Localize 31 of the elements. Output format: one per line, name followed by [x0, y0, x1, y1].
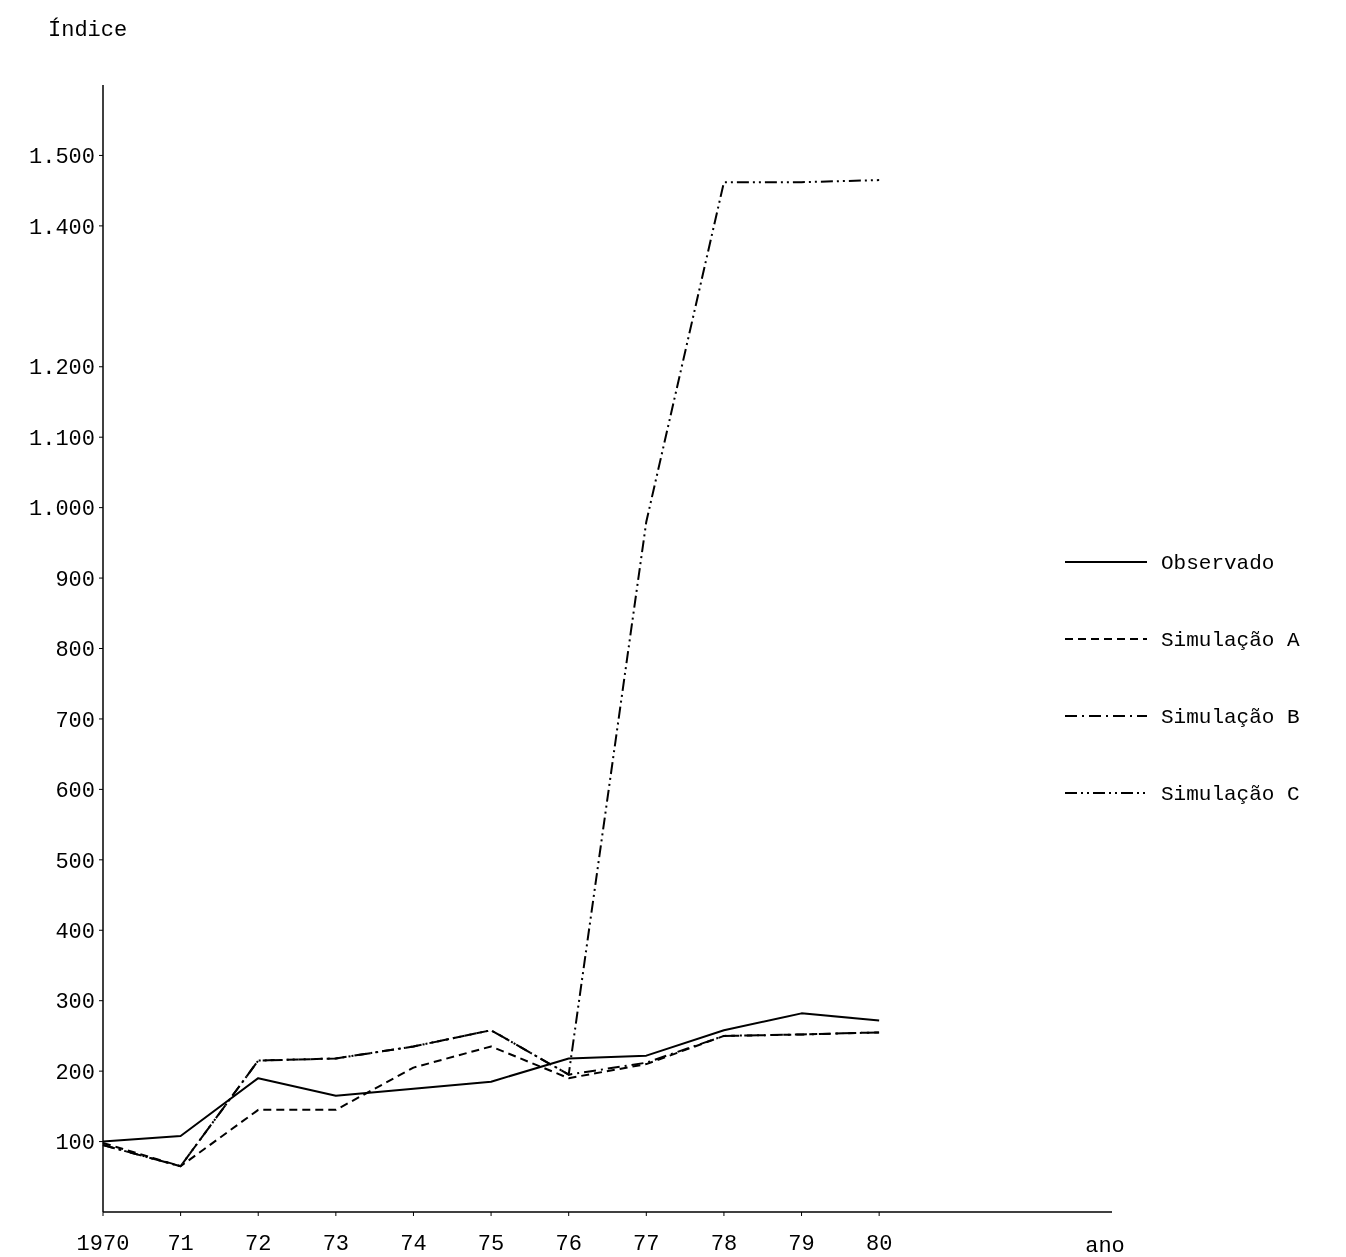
x-tick-label: 72 — [245, 1232, 272, 1257]
x-tick-label: 1970 — [76, 1232, 130, 1257]
x-tick-label: 79 — [788, 1232, 815, 1257]
x-tick-label: 78 — [710, 1232, 738, 1257]
y-tick-label: 100 — [55, 1131, 95, 1157]
legend-label: Observado — [1161, 552, 1275, 576]
x-tick-label: 75 — [477, 1232, 505, 1257]
y-tick-label: 700 — [55, 708, 95, 734]
y-tick-label: 400 — [55, 919, 95, 945]
y-tick-label: 500 — [55, 849, 95, 875]
x-tick-label: 74 — [400, 1232, 427, 1257]
y-tick-label: 300 — [55, 990, 95, 1016]
y-tick-label: 800 — [55, 638, 95, 664]
y-tick-label: 600 — [55, 779, 95, 805]
y-tick-label: 900 — [55, 567, 95, 593]
y-axis-title: Índice — [48, 17, 128, 43]
x-tick-label: 76 — [555, 1232, 582, 1257]
x-tick-label: 71 — [167, 1232, 194, 1257]
x-tick-label: 80 — [865, 1232, 893, 1257]
x-tick-label: 73 — [322, 1232, 350, 1257]
y-tick-label: 1.500 — [28, 145, 95, 171]
y-tick-label: 1.100 — [28, 426, 95, 452]
x-tick-label: 77 — [633, 1232, 660, 1257]
legend-label: Simulação C — [1161, 783, 1300, 807]
y-tick-label: 1.200 — [28, 356, 95, 382]
legend-label: Simulação B — [1161, 706, 1300, 730]
y-tick-label: 200 — [55, 1060, 95, 1086]
x-axis-title: ano — [1085, 1234, 1125, 1257]
legend-label: Simulação A — [1161, 629, 1301, 653]
y-tick-label: 1.000 — [28, 497, 95, 523]
y-tick-label: 1.400 — [28, 215, 95, 241]
